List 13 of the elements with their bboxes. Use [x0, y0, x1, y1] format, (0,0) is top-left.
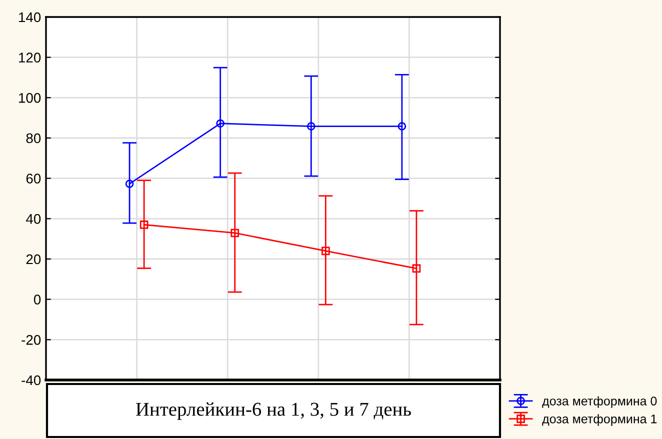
y-tick-label: 140 [19, 12, 41, 22]
legend-label: доза метформина 1 [542, 414, 657, 426]
y-tick-label: 60 [26, 174, 41, 184]
y-tick-label: 0 [34, 294, 41, 305]
y-tick-label: -20 [22, 335, 41, 345]
y-tick-label: -40 [22, 375, 41, 386]
y-tick-label: 100 [19, 93, 41, 103]
y-tick-label: 40 [26, 214, 41, 224]
y-tick-label: 120 [19, 52, 41, 63]
y-tick-label: 20 [26, 254, 41, 264]
y-tick-label: 80 [26, 133, 41, 144]
text: Интерлейкин-6 на 1, 3, 5 и 7 день [136, 402, 411, 420]
legend-label: доза метформина 0 [542, 396, 657, 408]
